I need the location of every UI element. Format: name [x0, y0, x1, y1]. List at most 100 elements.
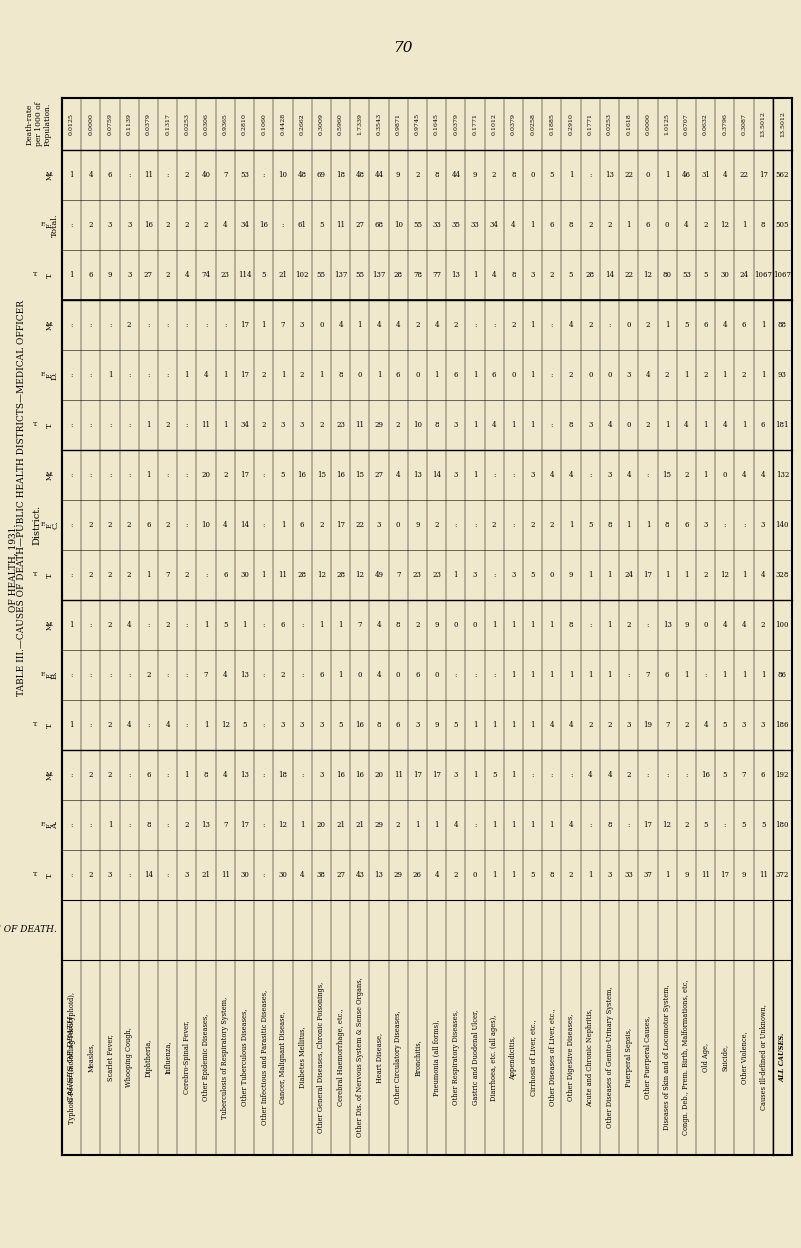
Text: 18: 18 — [336, 171, 345, 178]
Text: 4: 4 — [184, 271, 189, 280]
Text: :: : — [282, 221, 284, 228]
Text: 2: 2 — [89, 871, 93, 879]
Text: ALL CAUSES.: ALL CAUSES. — [779, 1033, 787, 1082]
Text: 6: 6 — [300, 520, 304, 529]
Text: 13.5012: 13.5012 — [761, 111, 766, 137]
Text: 17: 17 — [759, 171, 767, 178]
Text: :: : — [474, 520, 477, 529]
Text: T.: T. — [46, 272, 54, 278]
Text: 2: 2 — [89, 221, 93, 228]
Text: 5: 5 — [530, 572, 535, 579]
Text: 68: 68 — [375, 221, 384, 228]
Text: 4: 4 — [223, 771, 227, 779]
Text: 6: 6 — [415, 671, 420, 679]
Text: 4: 4 — [742, 470, 747, 479]
Text: Cerebro-Spinal Fever,: Cerebro-Spinal Fever, — [183, 1021, 191, 1094]
Text: 13: 13 — [240, 771, 249, 779]
Text: 1: 1 — [300, 821, 304, 829]
Text: 2: 2 — [703, 371, 708, 379]
Text: M.: M. — [46, 172, 54, 177]
Text: 3: 3 — [761, 721, 766, 729]
Text: 31: 31 — [701, 171, 710, 178]
Text: 16: 16 — [144, 221, 153, 228]
Text: 7: 7 — [665, 721, 670, 729]
Text: 6: 6 — [280, 622, 285, 629]
Text: 0.3543: 0.3543 — [376, 112, 381, 135]
Text: Other Circulatory Diseases,: Other Circulatory Diseases, — [394, 1011, 402, 1104]
Text: 21: 21 — [202, 871, 211, 879]
Text: :: : — [186, 520, 188, 529]
Text: 4: 4 — [607, 771, 612, 779]
Text: 0.0379: 0.0379 — [511, 114, 516, 135]
Text: :: : — [128, 171, 131, 178]
Text: 15: 15 — [356, 470, 364, 479]
Text: Gastric and Duodenal Ulcer,: Gastric and Duodenal Ulcer, — [471, 1010, 479, 1106]
Text: 20: 20 — [202, 470, 211, 479]
Text: 5: 5 — [684, 321, 689, 329]
Text: 17: 17 — [720, 871, 729, 879]
Text: :: : — [109, 671, 111, 679]
Text: 1: 1 — [280, 371, 285, 379]
Text: 0.2662: 0.2662 — [300, 114, 304, 135]
Text: 15: 15 — [317, 470, 326, 479]
Text: 9: 9 — [434, 721, 439, 729]
Text: :: : — [128, 671, 131, 679]
Text: 0: 0 — [607, 371, 612, 379]
Text: 0.5960: 0.5960 — [338, 114, 343, 135]
Text: F.: F. — [41, 222, 46, 227]
Text: Acute and Chronic Nephritis,: Acute and Chronic Nephritis, — [586, 1008, 594, 1107]
Text: 3: 3 — [108, 871, 112, 879]
Text: :: : — [128, 470, 131, 479]
Text: 2: 2 — [588, 221, 593, 228]
Text: 2: 2 — [569, 371, 574, 379]
Text: 0.1645: 0.1645 — [434, 114, 439, 135]
Text: 33: 33 — [624, 871, 633, 879]
Text: :: : — [90, 421, 92, 429]
Text: 1: 1 — [549, 622, 554, 629]
Text: 4: 4 — [127, 622, 131, 629]
Text: 1: 1 — [492, 721, 497, 729]
Text: T.: T. — [46, 572, 54, 578]
Text: 6: 6 — [761, 421, 766, 429]
Text: :: : — [455, 520, 457, 529]
Text: 0.0000: 0.0000 — [646, 114, 650, 135]
Text: 10: 10 — [413, 421, 422, 429]
Text: 1: 1 — [703, 470, 708, 479]
Text: 4: 4 — [684, 221, 689, 228]
Text: F.: F. — [46, 372, 54, 378]
Text: 7: 7 — [742, 771, 747, 779]
Text: 0.3087: 0.3087 — [742, 114, 747, 135]
Text: C.: C. — [51, 520, 59, 529]
Text: 0.1139: 0.1139 — [127, 114, 131, 135]
Text: :: : — [167, 371, 169, 379]
Text: 30: 30 — [279, 871, 288, 879]
Text: 28: 28 — [393, 271, 403, 280]
Text: 2: 2 — [511, 321, 516, 329]
Text: 1: 1 — [511, 821, 516, 829]
Text: F.: F. — [46, 822, 54, 827]
Text: 23: 23 — [221, 271, 230, 280]
Text: 6: 6 — [453, 371, 458, 379]
Text: 7: 7 — [223, 821, 227, 829]
Text: 6: 6 — [549, 221, 554, 228]
Text: Other Violence,: Other Violence, — [740, 1031, 748, 1083]
Text: 1: 1 — [280, 520, 285, 529]
Text: :: : — [513, 520, 514, 529]
Text: Scarlet Fever,: Scarlet Fever, — [106, 1035, 114, 1081]
Text: 4: 4 — [376, 321, 381, 329]
Text: 13: 13 — [413, 470, 422, 479]
Text: :: : — [186, 721, 188, 729]
Text: 6: 6 — [684, 520, 689, 529]
Text: 11: 11 — [336, 221, 345, 228]
Text: 1: 1 — [492, 622, 497, 629]
Text: 11: 11 — [701, 871, 710, 879]
Text: 114: 114 — [238, 271, 252, 280]
Text: 29: 29 — [375, 821, 384, 829]
Text: 2: 2 — [684, 821, 689, 829]
Text: :: : — [70, 321, 73, 329]
Text: :: : — [532, 771, 533, 779]
Text: :: : — [186, 421, 188, 429]
Text: 1: 1 — [742, 421, 747, 429]
Text: 2: 2 — [184, 171, 189, 178]
Text: 17: 17 — [336, 520, 345, 529]
